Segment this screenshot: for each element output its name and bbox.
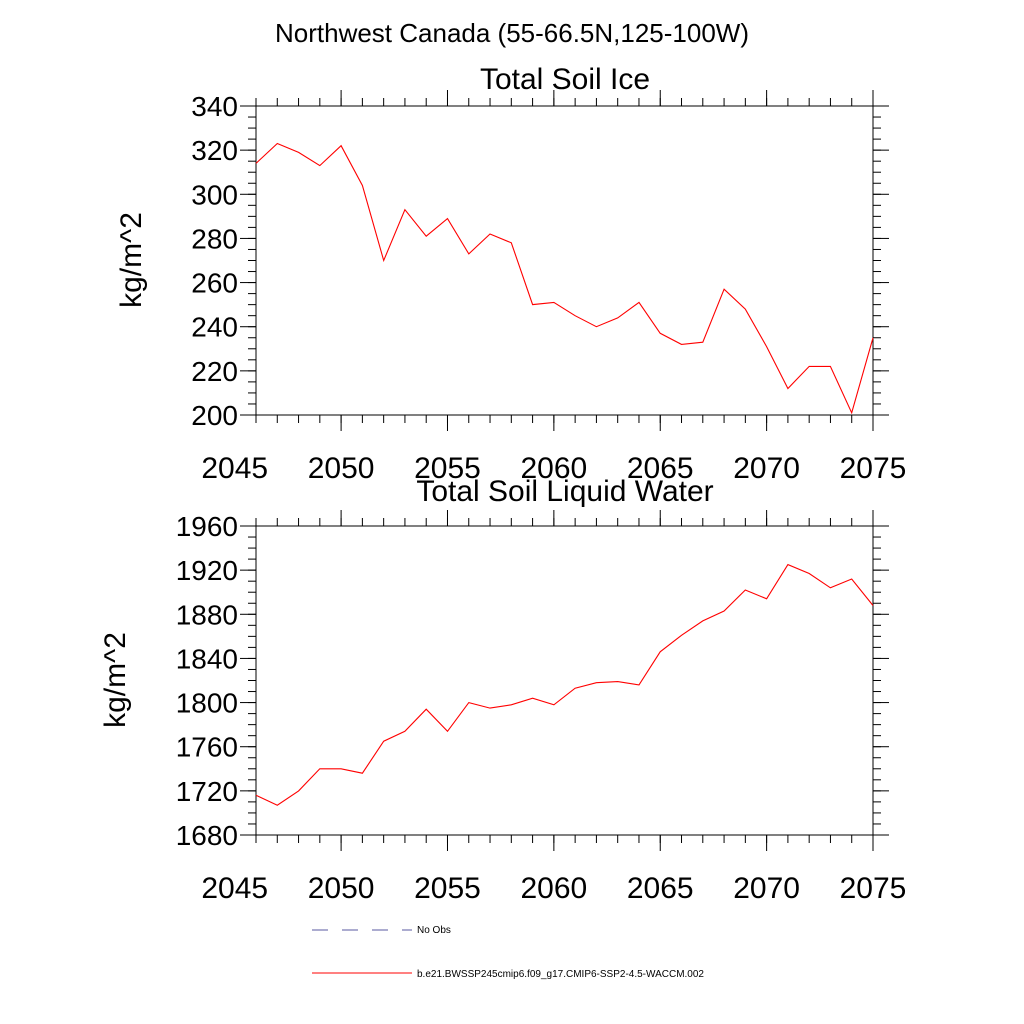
chart-bottom-series-line (255, 563, 874, 806)
chart-bottom-xtick-label: 2075 (840, 872, 907, 905)
legend-entry-model-run: b.e21.BWSSP245cmip6.f09_g17.CMIP6-SSP2-4… (312, 969, 704, 980)
legend-label-model-run: b.e21.BWSSP245cmip6.f09_g17.CMIP6-SSP2-4… (417, 969, 704, 980)
chart-bottom-frame (255, 525, 874, 836)
chart-top-frame (255, 105, 874, 416)
chart-top-xtick-label: 2065 (627, 452, 694, 485)
chart-top-ytick-label: 260 (191, 268, 238, 299)
chart-top-ytick-label: 300 (191, 179, 238, 210)
chart-top-ytick-label: 320 (191, 135, 238, 166)
chart-bottom-ytick-label: 1800 (176, 688, 238, 719)
chart-top-ytick-label: 200 (191, 400, 238, 431)
legend-entry-no-obs: No Obs (312, 925, 451, 936)
chart-top-xtick-label: 2050 (308, 452, 375, 485)
chart-top-ytick-label: 240 (191, 312, 238, 343)
chart-top: Total Soil Ice kg/m^2 200 220 240 260 280 300… (115, 63, 906, 485)
chart-bottom-ytick-label: 1880 (176, 599, 238, 630)
chart-top-title: Total Soil Ice (480, 63, 650, 96)
chart-top-ytick-label: 220 (191, 356, 238, 387)
chart-bottom-xtick-label: 2055 (414, 872, 481, 905)
chart-bottom-xtick-label: 2065 (627, 872, 694, 905)
chart-top-plot-area: 200 220 240 260 280 300 320 340 2045 2050 2055 2060… (191, 90, 906, 485)
chart-bottom-ylabel: kg/m^2 (99, 632, 132, 728)
chart-top-xtick-label: 2045 (201, 452, 268, 485)
chart-top-xtick-label: 2060 (520, 452, 587, 485)
chart-bottom-xtick-label: 2050 (308, 872, 375, 905)
chart-top-xtick-label: 2075 (840, 452, 907, 485)
chart-top-ytick-label: 340 (191, 91, 238, 122)
chart-top-xtick-label: 2070 (733, 452, 800, 485)
figure-title: Northwest Canada (55-66.5N,125-100W) (275, 18, 749, 48)
chart-bottom: Total Soil Liquid Water kg/m^2 168017201… (99, 475, 906, 905)
chart-bottom-xtick-label: 2070 (733, 872, 800, 905)
chart-bottom-ytick-label: 1760 (176, 732, 238, 763)
chart-bottom-plot-area: 1680 1720 1760 1800 1840 1880 1920 1960 2045 2050… (176, 510, 907, 905)
chart-bottom-ytick-label: 1840 (176, 643, 238, 674)
chart-top-ylabel: kg/m^2 (115, 212, 148, 308)
legend-label-no-obs: No Obs (417, 925, 451, 936)
chart-top-xtick-label: 2055 (414, 452, 481, 485)
chart-bottom-ytick-label: 1720 (176, 776, 238, 807)
chart-bottom-xtick-label: 2060 (520, 872, 587, 905)
chart-bottom-ytick-label: 1920 (176, 555, 238, 586)
chart-top-series-line (255, 142, 874, 415)
chart-bottom-ytick-label: 1680 (176, 820, 238, 851)
chart-bottom-ytick-label: 1960 (176, 511, 238, 542)
chart-top-ytick-label: 280 (191, 223, 238, 254)
chart-bottom-title: Total Soil Liquid Water (416, 475, 713, 508)
chart-bottom-xtick-label: 2045 (201, 872, 268, 905)
legend: No Obs b.e21.BWSSP245cmip6.f09_g17.CMIP6… (312, 925, 704, 980)
